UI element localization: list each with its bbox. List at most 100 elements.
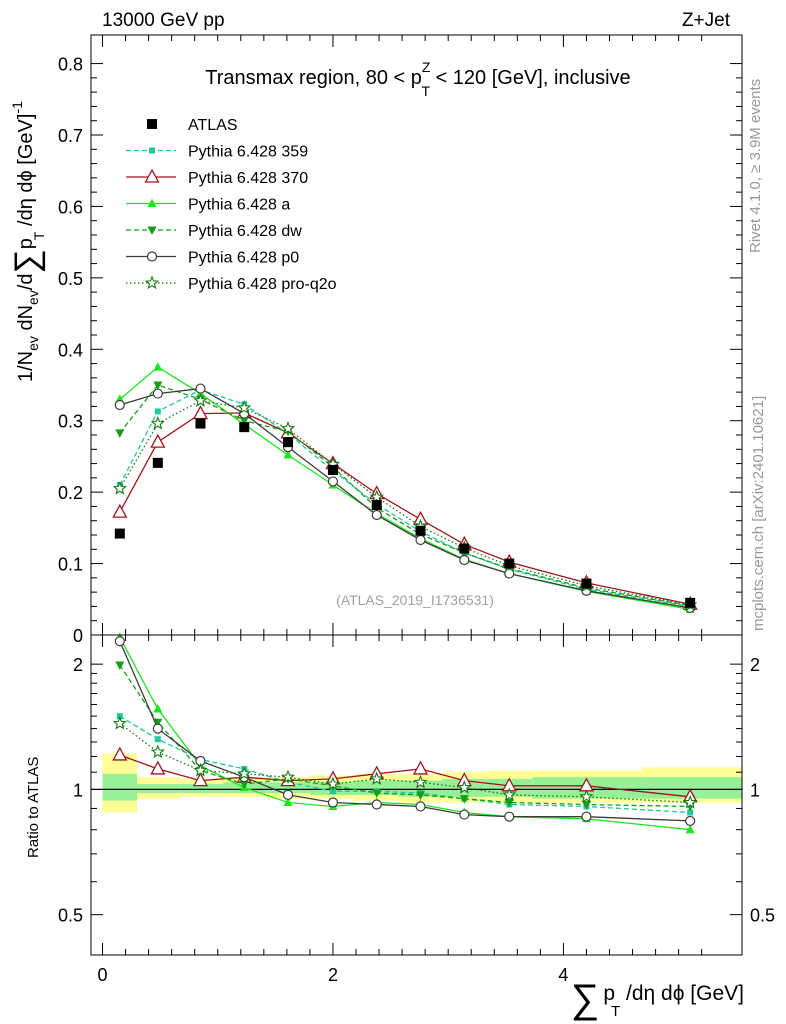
legend-item-atlas: ATLAS — [147, 117, 238, 134]
legend-item-p359: Pythia 6.428 359 — [126, 144, 308, 161]
ratio-point-pa — [283, 797, 293, 807]
series-atlas — [114, 418, 696, 608]
ratio-series-pp0 — [114, 636, 696, 827]
legend-marker — [149, 147, 155, 154]
legend-marker — [144, 168, 160, 183]
ratio-point-pp0 — [685, 815, 696, 827]
ratio-series-pq2o — [112, 715, 698, 809]
legend-label: ATLAS — [188, 117, 238, 134]
legend-label: Pythia 6.428 pro-q2o — [188, 276, 337, 293]
series-line-pq2o — [119, 400, 691, 606]
ratio-y-tick-label-right: 1 — [750, 780, 760, 800]
data-point-atlas — [283, 437, 294, 448]
legend-label: Pythia 6.428 370 — [188, 170, 308, 187]
data-point-pp0 — [195, 383, 206, 394]
header-left: 13000 GeV pp — [102, 10, 225, 31]
data-point-pdw — [153, 381, 163, 390]
main-y-axis: 0 0.1 0.2 0.3 0.4 0.5 0.6 0.7 0.8 — [58, 55, 742, 646]
data-point-atlas — [371, 500, 382, 510]
ratio-point-pdw — [416, 791, 426, 800]
ratio-point-pq2o — [457, 780, 472, 794]
ratio-point-pp0 — [371, 799, 382, 810]
data-point-pa — [283, 450, 293, 459]
data-point-pq2o — [193, 393, 208, 407]
data-point-p370 — [192, 405, 209, 420]
data-point-atlas — [415, 525, 426, 536]
series-line-p359 — [119, 389, 691, 608]
side-top-text: Rivet 4.1.0, ≥ 3.9M events — [747, 79, 764, 253]
ratio-point-pq2o — [150, 744, 165, 759]
ratio-point-pq2o — [280, 769, 296, 784]
main-x-ticks — [102, 35, 703, 635]
data-point-p359 — [154, 408, 161, 415]
data-point-p370 — [112, 503, 128, 518]
ratio-point-pdw — [581, 800, 591, 810]
series-line-pa — [119, 366, 691, 610]
uncertainty-band-green — [137, 784, 180, 794]
data-point-pp0 — [152, 388, 163, 399]
y-tick-label: 0 — [73, 626, 83, 646]
y-tick-label: 0.5 — [58, 269, 83, 289]
analysis-tag: (ATLAS_2019_I1736531) — [336, 592, 494, 608]
legend-item-pa: Pythia 6.428 a — [126, 197, 290, 214]
ratio-point-p359 — [687, 809, 694, 816]
ratio-point-pdw — [115, 661, 125, 671]
ratio-point-pp0 — [282, 789, 294, 801]
legend-label: Pythia 6.428 dw — [188, 223, 302, 240]
data-point-pp0 — [504, 568, 515, 579]
data-point-atlas — [195, 418, 206, 429]
y-tick-label: 0.8 — [58, 55, 83, 75]
data-point-atlas — [459, 543, 470, 554]
uncertainty-band-green — [179, 784, 224, 794]
ratio-point-pq2o — [579, 789, 594, 803]
data-point-pp0 — [327, 476, 339, 487]
ratio-point-pa — [153, 704, 163, 713]
ratio-plot-area — [91, 632, 742, 834]
legend-item-pq2o: Pythia 6.428 pro-q2o — [126, 275, 337, 293]
ratio-panel: 0.5 0.5 1 1 2 2 0 2 4 Ratio to ATLAS ∑ p T /dη dϕ… — [25, 632, 775, 1021]
ratio-point-pq2o — [369, 771, 384, 785]
ratio-point-pdw — [459, 795, 469, 804]
ratio-y-tick-label-right: 0.5 — [750, 906, 775, 926]
data-point-pp0 — [114, 399, 125, 411]
legend-marker — [147, 226, 157, 235]
ratio-point-p370 — [112, 746, 128, 761]
ratio-point-pp0 — [152, 723, 163, 734]
ratio-point-p370 — [412, 760, 429, 775]
data-point-pq2o — [280, 421, 296, 435]
data-point-pp0 — [459, 554, 470, 566]
ratio-point-p370 — [192, 772, 209, 787]
data-point-pq2o — [369, 489, 384, 504]
side-bottom-text: mcplots.cern.ch [arXiv:2401.10621] — [750, 396, 767, 631]
uncertainty-band-green — [266, 782, 310, 794]
ratio-point-pa — [685, 824, 695, 834]
data-point-atlas — [152, 457, 163, 468]
data-point-atlas — [327, 465, 338, 475]
ratio-point-pq2o — [193, 763, 208, 777]
ratio-y-tick-label: 1 — [73, 780, 83, 800]
ratio-point-pq2o — [325, 776, 341, 791]
ratio-line-pq2o — [119, 722, 691, 804]
data-point-pdw — [239, 417, 249, 426]
main-y-label: 1/Nev dNev/d∑pT /dη dϕ [GeV]-1 — [8, 101, 47, 382]
ratio-point-pp0 — [581, 811, 592, 822]
data-point-pp0 — [371, 509, 382, 521]
ratio-point-p359 — [329, 788, 336, 795]
main-title: Transmax region, 80 < pZ T < 120 [GeV], i… — [205, 59, 630, 99]
ratio-frame — [90, 634, 743, 956]
ratio-point-pq2o — [112, 715, 127, 730]
legend: ATLAS Pythia 6.428 359 Pythia 6.428 370 Pyt… — [126, 117, 337, 293]
ratio-point-pp0 — [459, 809, 470, 820]
data-point-pa — [153, 362, 163, 371]
ratio-y-axis: 0.5 0.5 1 1 2 2 — [58, 655, 775, 926]
x-axis-label: ∑ p T /dη dϕ [GeV] — [571, 977, 744, 1021]
ratio-point-pq2o — [502, 787, 517, 802]
ratio-point-p359 — [154, 736, 161, 743]
ratio-line-pdw — [119, 664, 691, 808]
ratio-line-p370 — [119, 754, 691, 798]
data-point-atlas — [239, 422, 250, 433]
ratio-y-tick-label: 0.5 — [58, 906, 83, 926]
y-tick-label: 0.6 — [58, 197, 83, 217]
legend-marker — [144, 275, 160, 290]
